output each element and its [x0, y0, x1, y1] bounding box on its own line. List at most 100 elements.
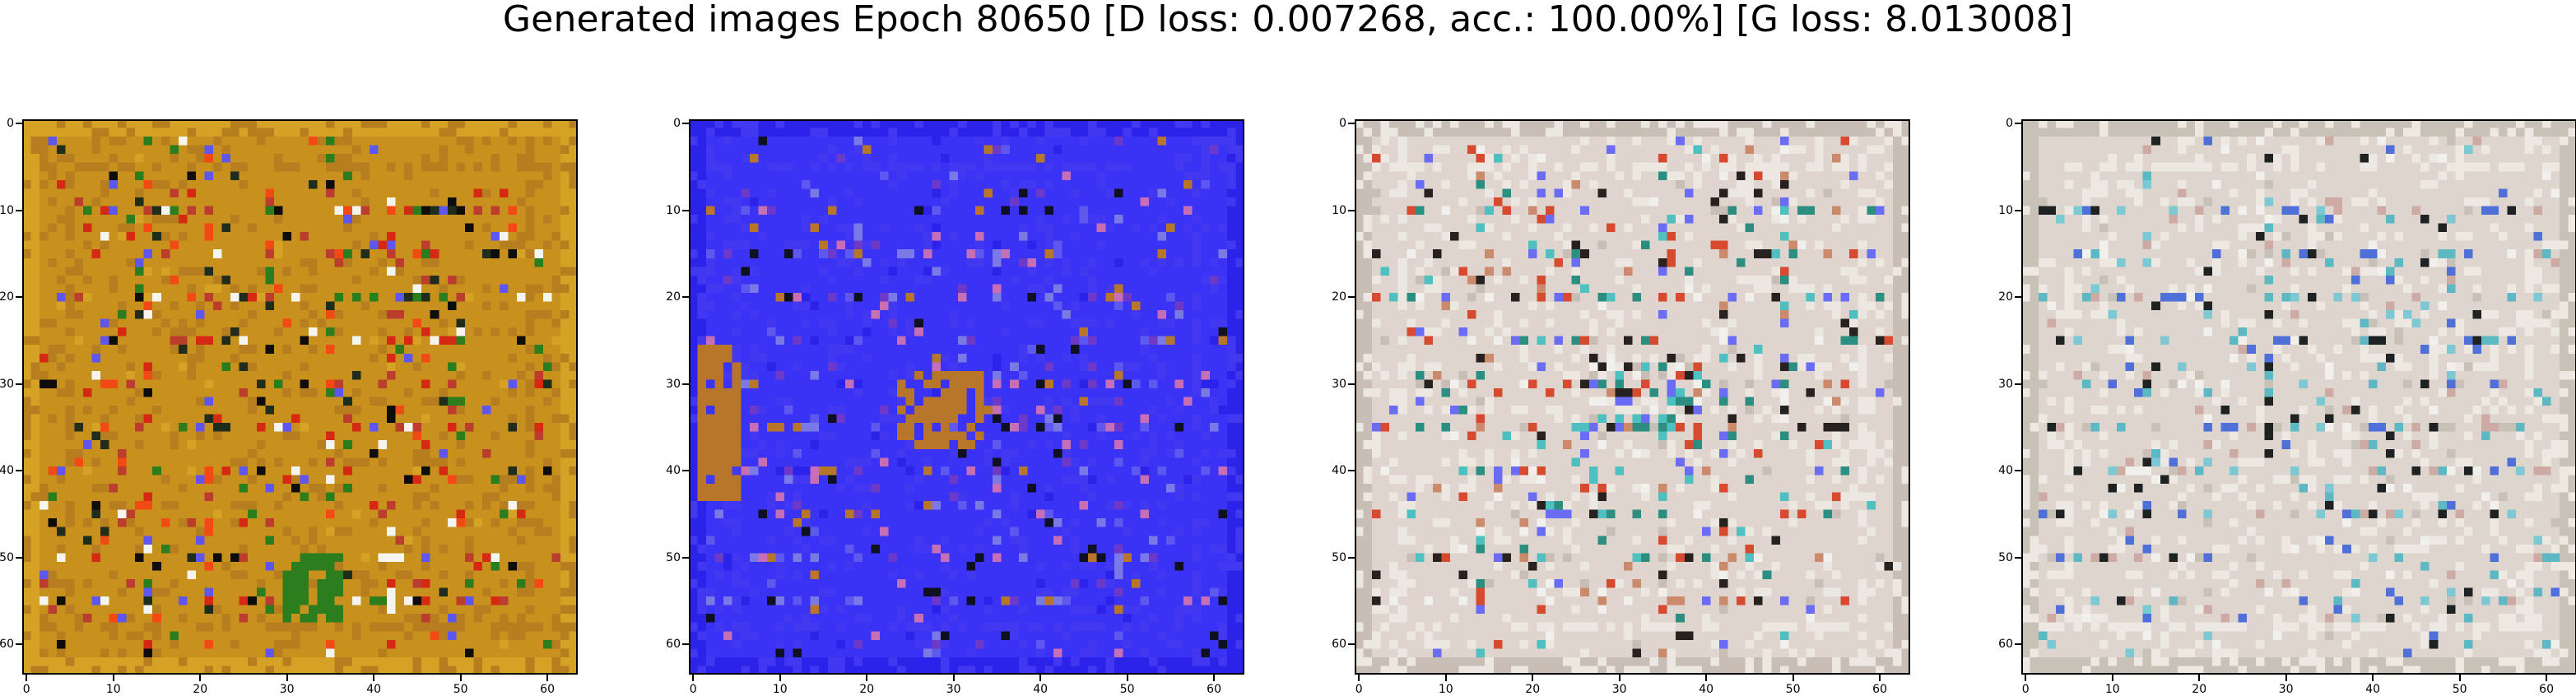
x-tick-label: 60 [2539, 683, 2554, 696]
y-tick [2015, 383, 2021, 385]
x-tick [1213, 675, 1216, 681]
x-tick [2285, 675, 2287, 681]
y-tick-label: 0 [7, 117, 14, 131]
y-tick [2015, 123, 2021, 125]
y-tick-label: 60 [1332, 638, 1346, 652]
x-tick [286, 675, 288, 681]
y-tick-label: 40 [1332, 464, 1346, 478]
x-tick-label: 20 [2192, 683, 2207, 696]
generated-image-4 [2021, 119, 2576, 675]
y-tick-label: 0 [673, 117, 681, 131]
y-tick-label: 10 [1998, 203, 2013, 217]
y-tick [682, 556, 689, 559]
y-tick [2015, 556, 2021, 559]
x-tick [373, 675, 375, 681]
y-tick [16, 123, 22, 125]
x-tick-label: 40 [1033, 683, 1049, 696]
y-tick [682, 296, 689, 299]
x-tick-label: 0 [689, 683, 697, 696]
x-tick [2111, 675, 2113, 681]
x-tick [2025, 675, 2027, 681]
y-tick [1348, 470, 1355, 472]
y-tick-label: 10 [1332, 203, 1346, 217]
x-tick-label: 50 [453, 683, 468, 696]
y-tick [1348, 643, 1355, 646]
y-tick [16, 209, 22, 211]
y-tick-label: 60 [666, 638, 681, 652]
x-tick [1532, 675, 1534, 681]
figure-title: Generated images Epoch 80650 [D loss: 0.… [502, 0, 2074, 40]
x-tick-label: 10 [105, 683, 121, 696]
x-tick [2546, 675, 2548, 681]
x-tick-label: 30 [279, 683, 295, 696]
generated-image-panel-1 [22, 119, 578, 675]
x-tick [199, 675, 202, 681]
y-tick [16, 296, 22, 299]
y-tick-label: 20 [0, 290, 14, 304]
y-tick [16, 643, 22, 646]
y-tick-label: 30 [666, 377, 681, 391]
y-tick [16, 470, 22, 472]
generated-image-panel-4 [2021, 119, 2576, 675]
y-tick [682, 470, 689, 472]
x-tick-label: 20 [1525, 683, 1541, 696]
x-tick [779, 675, 781, 681]
x-tick [1879, 675, 1881, 681]
y-tick-label: 40 [666, 464, 681, 478]
y-tick [682, 383, 689, 385]
x-tick [1358, 675, 1360, 681]
y-tick-label: 60 [0, 638, 14, 652]
x-tick [866, 675, 868, 681]
y-tick [682, 209, 689, 211]
y-tick-label: 50 [666, 550, 681, 564]
y-tick-label: 50 [1332, 550, 1346, 564]
x-tick-label: 60 [1872, 683, 1887, 696]
y-tick-label: 20 [666, 290, 681, 304]
y-tick [2015, 470, 2021, 472]
generated-image-2 [689, 119, 1244, 675]
y-tick-label: 40 [0, 464, 14, 478]
y-tick [16, 383, 22, 385]
generated-image-1 [22, 119, 578, 675]
x-tick-label: 60 [540, 683, 555, 696]
x-tick [2458, 675, 2461, 681]
y-tick-label: 50 [0, 550, 14, 564]
x-tick [459, 675, 462, 681]
x-tick [692, 675, 695, 681]
x-tick [1618, 675, 1620, 681]
x-tick-label: 10 [1438, 683, 1453, 696]
x-tick [952, 675, 955, 681]
x-tick-label: 0 [1355, 683, 1363, 696]
x-tick-label: 20 [859, 683, 875, 696]
y-tick-label: 20 [1332, 290, 1346, 304]
x-tick-label: 10 [772, 683, 788, 696]
y-tick-label: 30 [1332, 377, 1346, 391]
y-tick [1348, 383, 1355, 385]
x-tick-label: 40 [2365, 683, 2381, 696]
y-tick-label: 20 [1998, 290, 2013, 304]
generated-image-panel-2 [689, 119, 1244, 675]
y-tick-label: 30 [0, 377, 14, 391]
x-tick [546, 675, 549, 681]
y-tick-label: 0 [2006, 117, 2013, 131]
y-tick [2015, 209, 2021, 211]
y-tick [682, 643, 689, 646]
y-tick-label: 10 [0, 203, 14, 217]
y-tick [1348, 556, 1355, 559]
x-tick-label: 40 [1699, 683, 1714, 696]
x-tick [2198, 675, 2201, 681]
y-tick [1348, 123, 1355, 125]
y-tick [1348, 296, 1355, 299]
y-tick-label: 30 [1998, 377, 2013, 391]
y-tick-label: 40 [1998, 464, 2013, 478]
x-tick [1126, 675, 1128, 681]
x-tick-label: 60 [1207, 683, 1221, 696]
y-tick-label: 0 [1339, 117, 1346, 131]
generated-image-3 [1355, 119, 1910, 675]
x-tick-label: 30 [946, 683, 961, 696]
x-tick-label: 0 [2021, 683, 2030, 696]
x-tick [2372, 675, 2374, 681]
y-tick [2015, 296, 2021, 299]
x-tick-label: 50 [1785, 683, 1801, 696]
x-tick [112, 675, 114, 681]
